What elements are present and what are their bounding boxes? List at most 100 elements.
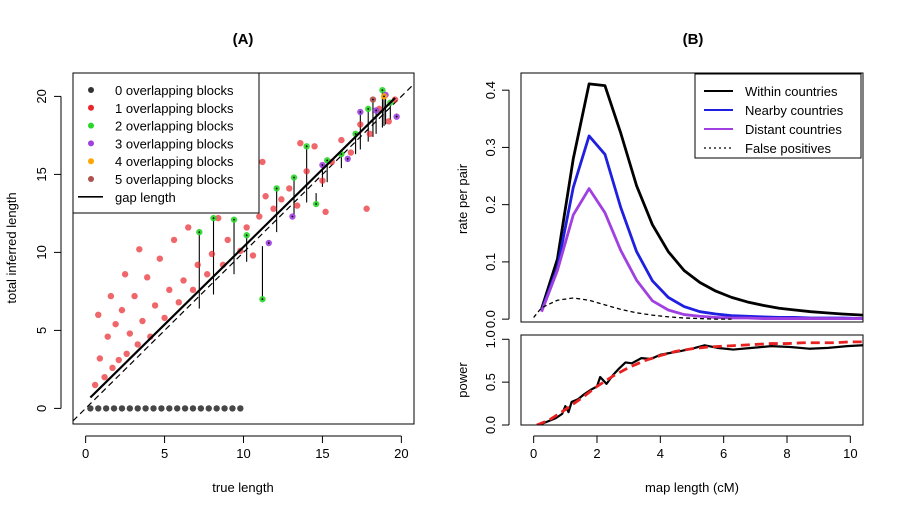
panel-b: (B) 0 2 4 6 8 10 0.0 0.1 0.2 0.3 0.4 0.0 0.5 1.0 ma… (455, 31, 864, 495)
point-1-overlapping-blocks (363, 205, 370, 212)
legend-box (72, 72, 260, 214)
point-1-overlapping-blocks (156, 255, 164, 262)
point-1-overlapping-blocks (189, 286, 197, 294)
point-1-overlapping-blocks (303, 168, 310, 175)
point-center-dot (321, 164, 324, 166)
x-tick-label: 4 (657, 446, 664, 461)
y-tick-label: 15 (34, 167, 49, 181)
point-1-overlapping-blocks (385, 118, 392, 125)
point-1-overlapping-blocks (96, 355, 104, 362)
point-1-overlapping-blocks (151, 302, 159, 309)
y-tick-label: 0 (34, 405, 49, 412)
point-center-dot (359, 111, 362, 113)
y-tick-label: 1.0 (483, 330, 498, 348)
point-center-dot (275, 187, 278, 190)
legend-label: False positives (745, 141, 831, 156)
point-center-dot (381, 89, 384, 92)
point-1-overlapping-blocks (224, 236, 231, 244)
point-center-dot (375, 109, 378, 112)
point-center-dot (305, 145, 308, 148)
point-0-overlapping-blocks (87, 405, 94, 412)
legend-marker (88, 87, 94, 93)
y-tick-label: 0.1 (483, 253, 498, 271)
point-1-overlapping-blocks (101, 374, 108, 381)
point-0-overlapping-blocks (118, 405, 126, 412)
point-1-overlapping-blocks (243, 224, 250, 231)
power-line-solid (536, 344, 863, 425)
point-1-overlapping-blocks (185, 224, 192, 231)
point-0-overlapping-blocks (126, 405, 134, 412)
legend-label: 5 overlapping blocks (115, 172, 234, 187)
legend-box (694, 73, 862, 159)
point-center-dot (233, 218, 235, 221)
legend-label: 1 overlapping blocks (115, 101, 234, 116)
legend-label: Within countries (745, 84, 838, 99)
point-0-overlapping-blocks (205, 405, 212, 412)
series-line-nearby-countries (540, 134, 863, 320)
point-0-overlapping-blocks (197, 405, 205, 412)
point-1-overlapping-blocks (194, 261, 201, 269)
panel-a: (A) 0 5 10 15 20 0 5 10 15 20 true length total … (4, 31, 415, 495)
point-center-dot (383, 95, 385, 98)
point-1-overlapping-blocks (115, 356, 122, 364)
point-0-overlapping-blocks (213, 405, 220, 412)
panel-b-legend: Within countries Nearby countries Distant … (694, 73, 862, 159)
point-0-overlapping-blocks (158, 405, 165, 412)
x-tick-label: 15 (315, 446, 329, 461)
point-1-overlapping-blocks (357, 121, 364, 128)
point-1-overlapping-blocks (170, 236, 178, 244)
legend-label: 4 overlapping blocks (115, 154, 234, 169)
point-1-overlapping-blocks (131, 292, 138, 300)
point-center-dot (261, 298, 264, 301)
point-0-overlapping-blocks (95, 405, 102, 412)
point-0-overlapping-blocks (102, 405, 110, 412)
point-center-dot (212, 217, 215, 219)
legend-label: gap length (115, 190, 176, 205)
panel-b-x-label: map length (cM) (645, 480, 739, 495)
point-1-overlapping-blocks (270, 205, 277, 212)
point-1-overlapping-blocks (203, 271, 211, 278)
point-1-overlapping-blocks (311, 143, 318, 150)
panel-b-top-plot-area (533, 82, 863, 320)
y-tick-label: 0.0 (483, 416, 498, 434)
point-1-overlapping-blocks (123, 350, 130, 357)
legend-label: 3 overlapping blocks (115, 136, 234, 151)
point-0-overlapping-blocks (142, 405, 149, 412)
point-1-overlapping-blocks (297, 140, 304, 147)
point-1-overlapping-blocks (161, 314, 168, 322)
point-1-overlapping-blocks (143, 274, 151, 281)
point-1-overlapping-blocks (175, 299, 182, 306)
legend-marker (88, 176, 94, 182)
point-1-overlapping-blocks (208, 250, 216, 258)
y-tick-label: 10 (34, 245, 49, 259)
point-0-overlapping-blocks (229, 405, 236, 412)
x-tick-label: 0 (82, 446, 89, 461)
y-tick-label: 0.3 (483, 138, 498, 156)
point-1-overlapping-blocks (139, 317, 146, 325)
point-1-overlapping-blocks (319, 177, 326, 184)
y-tick-label: 0.4 (483, 81, 498, 99)
series-line-within-countries (540, 82, 863, 317)
point-center-dot (354, 132, 357, 135)
panel-a-x-axis: 0 5 10 15 20 (82, 435, 409, 461)
point-0-overlapping-blocks (166, 405, 173, 412)
point-1-overlapping-blocks (126, 330, 134, 337)
panel-b-top-frame (520, 72, 864, 323)
point-center-dot (395, 115, 398, 118)
point-1-overlapping-blocks (322, 208, 329, 216)
point-1-overlapping-blocks (366, 130, 373, 138)
point-0-overlapping-blocks (110, 405, 118, 412)
legend-marker (88, 104, 94, 111)
point-center-dot (267, 242, 270, 244)
point-1-overlapping-blocks (134, 341, 141, 348)
x-tick-label: 10 (843, 446, 857, 461)
point-1-overlapping-blocks (215, 214, 222, 222)
point-center-dot (291, 215, 294, 218)
point-1-overlapping-blocks (91, 381, 99, 389)
point-1-overlapping-blocks (121, 271, 129, 278)
point-1-overlapping-blocks (180, 277, 187, 284)
point-1-overlapping-blocks (338, 136, 345, 144)
panel-b-top-y-axis: 0.0 0.1 0.2 0.3 0.4 (483, 81, 510, 328)
panel-a-legend: 0 overlapping blocks 1 overlapping blocks… (72, 72, 260, 214)
x-tick-label: 0 (530, 446, 537, 461)
